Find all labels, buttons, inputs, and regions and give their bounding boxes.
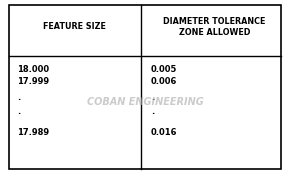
Text: DIAMETER TOLERANCE
ZONE ALLOWED: DIAMETER TOLERANCE ZONE ALLOWED xyxy=(163,17,266,37)
Text: .: . xyxy=(17,107,21,116)
Text: .: . xyxy=(151,93,154,102)
Text: 17.989: 17.989 xyxy=(17,128,50,137)
Text: 0.006: 0.006 xyxy=(151,77,177,86)
Text: .: . xyxy=(17,93,21,102)
Text: .: . xyxy=(151,107,154,116)
Text: FEATURE SIZE: FEATURE SIZE xyxy=(43,22,105,31)
Text: 0.016: 0.016 xyxy=(151,128,177,137)
Text: 18.000: 18.000 xyxy=(17,65,50,74)
Text: 0.005: 0.005 xyxy=(151,65,177,74)
Text: COBAN ENGINEERING: COBAN ENGINEERING xyxy=(87,97,203,107)
Text: 17.999: 17.999 xyxy=(17,77,50,86)
